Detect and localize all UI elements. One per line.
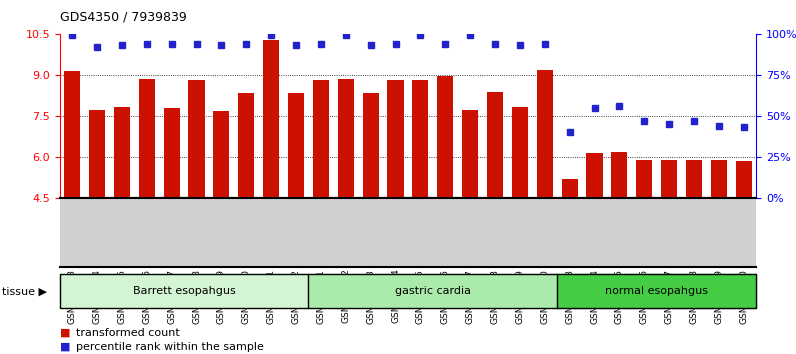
Text: normal esopahgus: normal esopahgus (605, 286, 708, 296)
Bar (412, 80, 428, 322)
Bar (338, 79, 354, 322)
Text: transformed count: transformed count (76, 328, 179, 338)
Bar (462, 110, 478, 322)
Text: ■: ■ (60, 342, 70, 352)
Bar (711, 160, 727, 322)
Bar (611, 152, 627, 322)
Bar (561, 179, 578, 322)
Text: GDS4350 / 7939839: GDS4350 / 7939839 (60, 11, 186, 24)
Bar (362, 93, 379, 322)
Bar (263, 40, 279, 322)
Bar (736, 161, 752, 322)
Bar (238, 93, 255, 322)
Bar (189, 80, 205, 322)
Text: tissue ▶: tissue ▶ (2, 286, 47, 296)
Text: ■: ■ (60, 328, 70, 338)
Bar (89, 110, 105, 322)
Text: Barrett esopahgus: Barrett esopahgus (133, 286, 236, 296)
Bar (437, 76, 454, 322)
Bar (587, 153, 603, 322)
Text: gastric cardia: gastric cardia (395, 286, 470, 296)
Bar (163, 108, 180, 322)
Bar (114, 107, 130, 322)
Bar (537, 70, 553, 322)
Bar (288, 93, 304, 322)
Bar (139, 79, 155, 322)
Bar (512, 107, 528, 322)
Bar (636, 160, 653, 322)
Bar (661, 160, 677, 322)
Bar (313, 80, 329, 322)
Bar (487, 92, 503, 322)
Bar (686, 160, 702, 322)
Text: percentile rank within the sample: percentile rank within the sample (76, 342, 263, 352)
Bar (213, 111, 229, 322)
Bar (64, 71, 80, 322)
Bar (388, 80, 404, 322)
